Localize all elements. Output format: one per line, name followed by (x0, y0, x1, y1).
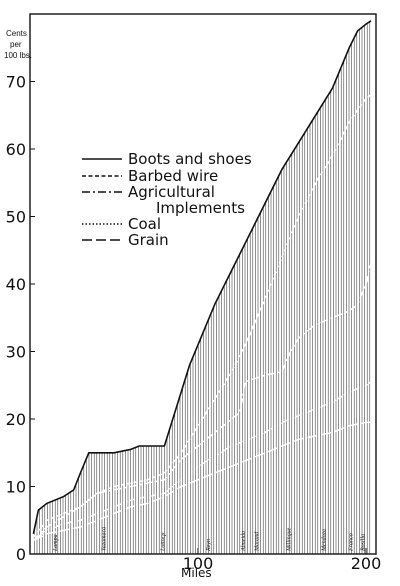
station-label: Marand (255, 531, 261, 552)
y-unit-line-2: per (10, 40, 22, 49)
x-axis-label: Miles (181, 566, 212, 580)
station-label: Yazamaca (102, 527, 108, 551)
axis-ticks: 0 10 20 30 40 50 60 70 100 200 (6, 73, 382, 574)
series-lines (32, 20, 372, 542)
series-line-agricultural-implements (32, 263, 372, 542)
y-tick-label: 50 (6, 208, 26, 227)
legend-label-grain: Grain (128, 231, 169, 249)
y-tick-label: 0 (16, 545, 26, 564)
y-axis-unit-label: Cents per 100 lbs. (4, 29, 32, 60)
y-tick-label: 30 (6, 343, 26, 362)
station-label: Rosilla (360, 534, 366, 552)
y-tick-label: 10 (6, 478, 26, 497)
series-line-boots-and-shoes (32, 20, 372, 534)
station-label: Franco (349, 533, 355, 552)
y-unit-line-3: 100 lbs. (4, 51, 32, 60)
legend-label-implements: Implements (156, 199, 245, 217)
x-tick-label: 100 (183, 554, 214, 573)
legend: Boots and shoes Barbed wire Agricultural… (82, 150, 252, 249)
legend-label-agricultural: Agricultural (128, 183, 215, 201)
legend-label-barbed: Barbed wire (128, 167, 218, 185)
legend-label-coal: Coal (128, 215, 161, 233)
y-tick-label: 70 (6, 73, 26, 92)
legend-label-boots: Boots and shoes (128, 150, 252, 168)
station-label: Almeida (241, 531, 247, 552)
station-labels: Lampa Yazamaca Lottocp Reyn Almeida Marand Mil… (53, 527, 366, 552)
y-unit-line-1: Cents (6, 29, 27, 38)
station-label: Reyn (206, 539, 212, 552)
station-label: Millinque (286, 527, 292, 552)
station-label: Lampa (53, 534, 59, 552)
x-tick-label: 200 (351, 554, 382, 573)
station-label: Lottocp (160, 533, 166, 552)
y-tick-label: 40 (6, 275, 26, 294)
series-line-grain (33, 421, 371, 542)
series-line-coal (32, 381, 372, 542)
station-label: Mendoza (322, 529, 328, 552)
y-tick-label: 60 (6, 140, 26, 159)
y-tick-label: 20 (6, 410, 26, 429)
